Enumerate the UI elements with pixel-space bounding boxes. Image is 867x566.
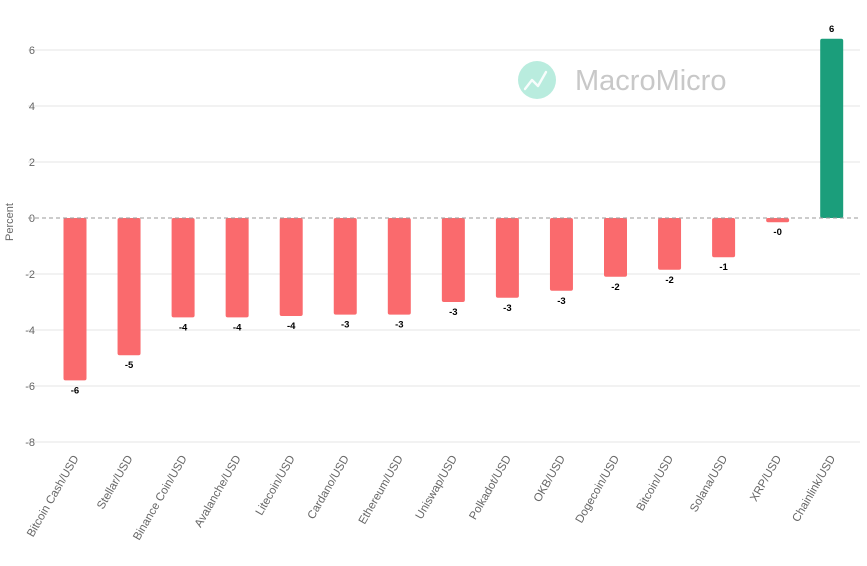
bar[interactable] bbox=[549, 218, 573, 291]
data-labels: -6 -5 -4 -4 -4 -3 -3 -3 -3 -3 -2 -2 -1 -0 6 bbox=[71, 24, 835, 397]
data-label: -0 bbox=[773, 227, 781, 238]
bar[interactable] bbox=[333, 218, 357, 315]
x-tick-label: Solana/USD bbox=[688, 454, 730, 515]
data-label: -6 bbox=[71, 385, 79, 396]
y-tick-label: -2 bbox=[25, 269, 35, 281]
x-tick-label: Polkadot/USD bbox=[467, 454, 514, 523]
bar[interactable] bbox=[225, 218, 249, 318]
x-tick-label: Binance Coin/USD bbox=[131, 454, 189, 543]
bar[interactable] bbox=[712, 218, 736, 258]
x-tick-label: Stellar/USD bbox=[95, 454, 135, 512]
x-tick-label: Bitcoin/USD bbox=[635, 454, 676, 514]
bar[interactable] bbox=[171, 218, 195, 318]
watermark-text: MacroMicro bbox=[575, 65, 726, 97]
data-label: 6 bbox=[829, 24, 834, 35]
watermark: MacroMicro bbox=[518, 61, 726, 99]
bar[interactable] bbox=[441, 218, 465, 302]
data-label: -3 bbox=[503, 303, 511, 314]
y-tick-label: -8 bbox=[25, 437, 35, 449]
x-tick-label: XRP/USD bbox=[748, 454, 784, 504]
y-tick-label: -6 bbox=[25, 381, 35, 393]
data-label: -4 bbox=[287, 321, 296, 332]
logo-trend-line bbox=[523, 70, 548, 91]
data-label: -3 bbox=[341, 320, 349, 331]
x-tick-label: Dogecoin/USD bbox=[574, 454, 622, 526]
y-axis-title: Percent bbox=[4, 203, 16, 241]
bar[interactable] bbox=[604, 218, 627, 277]
bar[interactable] bbox=[117, 218, 141, 356]
x-tick-label: OKB/USD bbox=[532, 454, 568, 505]
data-label: -4 bbox=[179, 322, 188, 333]
bar[interactable] bbox=[495, 218, 519, 298]
data-label: -4 bbox=[233, 322, 242, 333]
x-tick-label: Cardano/USD bbox=[306, 454, 352, 522]
data-label: -1 bbox=[719, 262, 728, 273]
x-tick-label: Bitcoin Cash/USD bbox=[25, 454, 81, 540]
data-label: -3 bbox=[557, 296, 565, 307]
data-label: -2 bbox=[665, 275, 673, 286]
x-tick-label: Uniswap/USD bbox=[414, 454, 460, 522]
y-tick-label: -4 bbox=[25, 325, 35, 337]
data-label: -2 bbox=[611, 282, 619, 293]
data-label: -3 bbox=[395, 320, 403, 331]
y-tick-label: 6 bbox=[29, 45, 35, 57]
y-axis: -8 -6 -4 -2 0 2 4 6 bbox=[25, 45, 35, 449]
x-tick-label: Avalanche/USD bbox=[193, 454, 244, 530]
x-tick-label: Litecoin/USD bbox=[254, 454, 298, 518]
y-tick-label: 4 bbox=[29, 101, 35, 113]
x-tick-label: Ethereum/USD bbox=[357, 454, 406, 527]
bar[interactable] bbox=[387, 218, 411, 315]
y-tick-label: 2 bbox=[29, 157, 35, 169]
y-tick-label: 0 bbox=[29, 213, 35, 225]
data-label: -5 bbox=[125, 360, 134, 371]
data-label: -3 bbox=[449, 307, 457, 318]
macromicro-logo-icon bbox=[518, 61, 556, 99]
bar[interactable] bbox=[658, 218, 682, 270]
bars bbox=[63, 38, 844, 381]
x-tick-label: Chainlink/USD bbox=[791, 454, 839, 525]
bar[interactable] bbox=[820, 38, 844, 218]
bar[interactable] bbox=[766, 218, 790, 223]
bar[interactable] bbox=[63, 218, 87, 381]
bar[interactable] bbox=[279, 218, 303, 316]
gridlines bbox=[28, 49, 860, 443]
